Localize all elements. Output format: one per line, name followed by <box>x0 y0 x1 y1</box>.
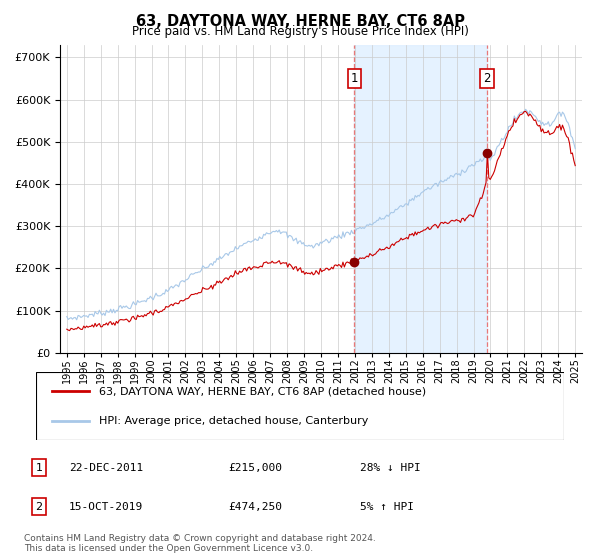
Bar <box>355 45 487 353</box>
Text: £215,000: £215,000 <box>228 463 282 473</box>
Text: Contains HM Land Registry data © Crown copyright and database right 2024.
This d: Contains HM Land Registry data © Crown c… <box>24 534 376 553</box>
Text: 1: 1 <box>350 72 358 85</box>
Text: 63, DAYTONA WAY, HERNE BAY, CT6 8AP: 63, DAYTONA WAY, HERNE BAY, CT6 8AP <box>136 14 464 29</box>
Text: 28% ↓ HPI: 28% ↓ HPI <box>360 463 421 473</box>
Text: 22-DEC-2011: 22-DEC-2011 <box>69 463 143 473</box>
Text: 63, DAYTONA WAY, HERNE BAY, CT6 8AP (detached house): 63, DAYTONA WAY, HERNE BAY, CT6 8AP (det… <box>100 386 427 396</box>
Text: 1: 1 <box>35 463 43 473</box>
Text: 2: 2 <box>483 72 491 85</box>
Text: 2: 2 <box>35 502 43 512</box>
Text: 15-OCT-2019: 15-OCT-2019 <box>69 502 143 512</box>
Text: £474,250: £474,250 <box>228 502 282 512</box>
Text: 5% ↑ HPI: 5% ↑ HPI <box>360 502 414 512</box>
Text: Price paid vs. HM Land Registry's House Price Index (HPI): Price paid vs. HM Land Registry's House … <box>131 25 469 38</box>
Text: HPI: Average price, detached house, Canterbury: HPI: Average price, detached house, Cant… <box>100 416 369 426</box>
